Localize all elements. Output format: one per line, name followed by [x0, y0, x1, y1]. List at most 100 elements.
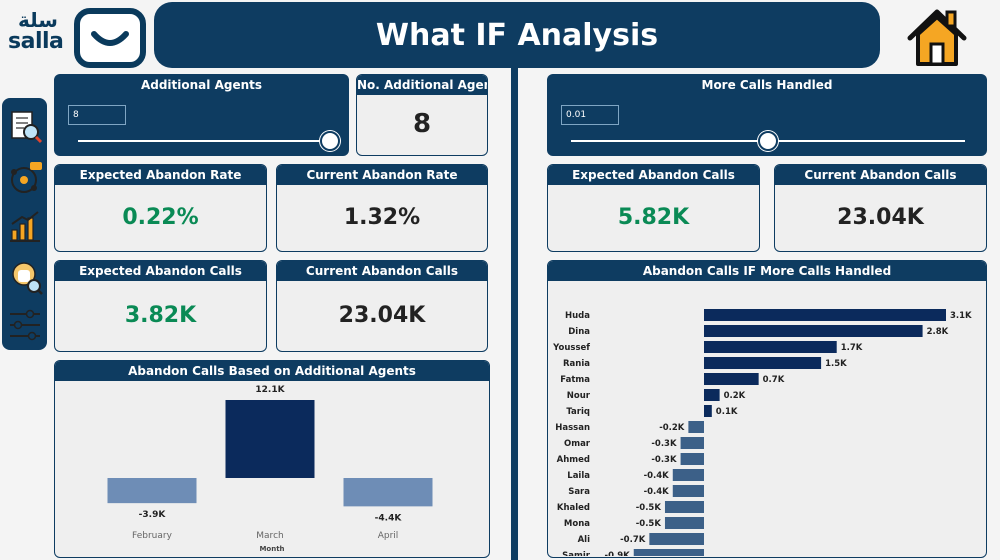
data-label: 0.2K — [724, 391, 746, 401]
tick-label: Dina — [568, 327, 590, 337]
data-label: 1.7K — [841, 343, 863, 353]
bar — [672, 469, 704, 481]
slicer-title: Additional Agents — [140, 78, 263, 92]
logo-latin: salla — [8, 29, 64, 54]
data-label: 0.7K — [763, 375, 785, 385]
data-label: 0.1K — [716, 407, 738, 417]
card-value: 23.04K — [837, 205, 924, 230]
bar — [688, 421, 704, 433]
data-label: -3.9K — [139, 510, 167, 520]
data-label: 2.8K — [927, 327, 949, 337]
tick-label: Fatma — [560, 375, 590, 385]
network-chat-icon[interactable] — [4, 154, 45, 200]
salla-logo-text: سلة salla — [8, 10, 68, 53]
chart-title: Abandon Calls Based on Additional Agents — [55, 361, 489, 381]
expected-abandon-rate-card: Expected Abandon Rate 0.22% — [54, 164, 267, 252]
bar-chart-icon[interactable] — [4, 204, 45, 250]
more-calls-input[interactable]: 0.01 — [561, 105, 619, 125]
tick-label: Samir — [562, 551, 591, 556]
bar — [704, 357, 822, 369]
tick-label: Huda — [565, 311, 590, 321]
tick-label: Nour — [567, 391, 591, 401]
card-value: 8 — [412, 109, 432, 139]
tick-label: Mona — [564, 519, 590, 529]
bar — [704, 373, 759, 385]
slider-thumb[interactable] — [758, 131, 778, 151]
data-label: 1.5K — [825, 359, 847, 369]
bar — [704, 325, 923, 337]
card-title: Current Abandon Calls — [277, 261, 487, 281]
right-current-abandon-calls-card: Current Abandon Calls 23.04K — [774, 164, 987, 252]
card-title: Expected Abandon Rate — [55, 165, 266, 185]
tick-label: Tariq — [566, 407, 590, 417]
bar — [107, 478, 197, 504]
card-title: Expected Abandon Calls — [55, 261, 266, 281]
report-search-icon[interactable] — [4, 104, 45, 150]
card-value: 0.22% — [122, 205, 199, 230]
bar — [633, 549, 704, 557]
data-label: -0.2K — [659, 423, 685, 433]
current-abandon-calls-card: Current Abandon Calls 23.04K — [276, 260, 488, 352]
tick-label: April — [378, 531, 399, 541]
card-title: No. Additional Agents — [357, 75, 487, 95]
card-title: Current Abandon Calls — [775, 165, 986, 185]
more-calls-slicer: More Calls Handled 0.01 — [547, 74, 987, 156]
bar — [649, 533, 704, 545]
logo-arabic: سلة — [18, 8, 58, 32]
current-abandon-rate-card: Current Abandon Rate 1.32% — [276, 164, 488, 252]
tick-label: Ali — [578, 535, 590, 545]
tick-label: Omar — [564, 439, 591, 449]
tick-label: Hassan — [555, 423, 590, 433]
card-title: Expected Abandon Calls — [548, 165, 759, 185]
additional-agents-input[interactable]: 8 — [68, 105, 126, 125]
slider-track[interactable] — [78, 140, 330, 142]
additional-agents-slicer: Additional Agents 8 — [54, 74, 349, 156]
agents-bar-chart: -3.9K February 12.1K March -4.4K April Month — [107, 385, 433, 553]
bar — [343, 478, 433, 507]
card-value: 23.04K — [338, 303, 426, 328]
data-label: 12.1K — [255, 385, 285, 395]
sliders-icon[interactable] — [4, 302, 45, 348]
tick-label: March — [256, 531, 283, 541]
support-agent-icon[interactable] — [4, 254, 45, 300]
data-label: -0.5K — [636, 503, 662, 513]
tick-label: Laila — [567, 471, 590, 481]
bar — [225, 400, 315, 478]
card-value: 1.32% — [343, 205, 421, 230]
data-label: -0.5K — [636, 519, 662, 529]
data-label: -0.7K — [620, 535, 646, 545]
data-label: 3.1K — [950, 311, 972, 321]
data-label: -0.9K — [605, 551, 631, 556]
card-title: Current Abandon Rate — [277, 165, 487, 185]
card-value: 3.82K — [124, 303, 197, 328]
calls-bar-chart: Huda 3.1K Dina 2.8K Youssef 1.7K Rania 1.5K Fatm… — [552, 309, 972, 557]
slicer-title: More Calls Handled — [701, 78, 833, 92]
bar — [664, 517, 704, 529]
salla-bag-logo-icon — [74, 8, 146, 68]
agents-chart-card: Abandon Calls Based on Additional Agents… — [54, 360, 490, 558]
tick-label: Ahmed — [557, 455, 590, 465]
bar — [704, 389, 720, 401]
slider-thumb[interactable] — [320, 131, 340, 151]
bar — [680, 437, 704, 449]
card-value: 5.82K — [617, 205, 690, 230]
tick-label: Khaled — [557, 503, 590, 513]
calls-chart-card: Abandon Calls IF More Calls Handled Huda… — [547, 260, 987, 558]
tick-label: February — [132, 531, 173, 541]
right-expected-abandon-calls-card: Expected Abandon Calls 5.82K — [547, 164, 760, 252]
tick-label: Rania — [563, 359, 590, 369]
tick-label: Sara — [568, 487, 590, 497]
chart-title: Abandon Calls IF More Calls Handled — [548, 261, 986, 281]
data-label: -0.4K — [644, 471, 670, 481]
data-label: -0.4K — [644, 487, 670, 497]
bar — [664, 501, 704, 513]
page-title: What IF Analysis — [154, 2, 880, 68]
sidebar-nav — [2, 98, 47, 350]
home-icon[interactable] — [904, 4, 970, 70]
bar — [704, 405, 712, 417]
data-label: -4.4K — [375, 513, 403, 523]
panel-divider — [511, 68, 518, 560]
bar — [672, 485, 704, 497]
expected-abandon-calls-card: Expected Abandon Calls 3.82K — [54, 260, 267, 352]
no-additional-agents-card: No. Additional Agents 8 — [356, 74, 488, 156]
